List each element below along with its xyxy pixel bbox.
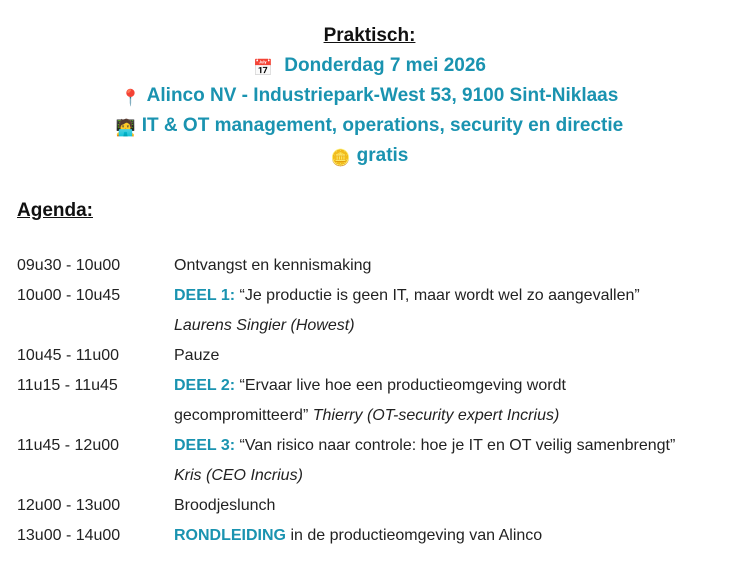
agenda-time: 11u45 - 12u00 — [17, 437, 120, 454]
location-text: Alinco NV - Industriepark-West 53, 9100 … — [146, 85, 619, 106]
agenda-desc: Ontvangst en kennismaking — [174, 257, 372, 274]
agenda-desc: Broodjeslunch — [174, 497, 276, 514]
coin-icon: 🪙 — [330, 150, 351, 167]
agenda-text: in de productieomgeving van Alinco — [286, 527, 543, 544]
agenda-time: 13u00 - 14u00 — [17, 527, 121, 544]
agenda-speaker: Kris (CEO Incrius) — [174, 467, 303, 484]
price-text: gratis — [356, 145, 409, 166]
agenda-time: 11u15 - 11u45 — [17, 377, 118, 394]
agenda-desc: Pauze — [174, 347, 220, 364]
agenda-text: “Je productie is geen IT, maar wordt wel… — [235, 287, 640, 304]
agenda-time: 10u45 - 11u00 — [17, 347, 120, 364]
agenda-desc: DEEL 2: “Ervaar live hoe een productieom… — [174, 371, 644, 431]
agenda-row: 12u00 - 13u00 Broodjeslunch — [17, 491, 734, 521]
agenda-label: DEEL 2: — [174, 377, 236, 394]
agenda-speaker: Laurens Singier (Howest) — [174, 317, 355, 334]
praktisch-section: Praktisch: 📅 Donderdag 7 mei 2026 📍 Alinc… — [0, 21, 739, 171]
audience-line: 🧑‍💻 IT & OT management, operations, secur… — [0, 111, 739, 141]
agenda-row: 11u45 - 12u00 DEEL 3: “Van risico naar c… — [17, 431, 734, 491]
location-line: 📍 Alinco NV - Industriepark-West 53, 9100… — [0, 81, 739, 111]
agenda-desc: DEEL 1: “Je productie is geen IT, maar w… — [174, 281, 734, 341]
praktisch-title: Praktisch: — [323, 25, 416, 46]
agenda-time: 10u00 - 10u45 — [17, 287, 121, 304]
agenda-label: DEEL 3: — [174, 437, 236, 454]
agenda-time: 12u00 - 13u00 — [17, 497, 121, 514]
agenda-row: 09u30 - 10u00 Ontvangst en kennismaking — [17, 251, 734, 281]
pin-icon: 📍 — [120, 90, 141, 107]
calendar-icon: 📅 — [253, 60, 273, 77]
date-line: 📅 Donderdag 7 mei 2026 — [0, 51, 739, 81]
person-laptop-icon: 🧑‍💻 — [115, 120, 136, 137]
agenda-time: 09u30 - 10u00 — [17, 257, 121, 274]
date-text: Donderdag 7 mei 2026 — [284, 55, 486, 76]
agenda-label: RONDLEIDING — [174, 527, 286, 544]
agenda-label: DEEL 1: — [174, 287, 236, 304]
agenda-row: 10u45 - 11u00 Pauze — [17, 341, 734, 371]
agenda-list: 09u30 - 10u00 Ontvangst en kennismaking … — [17, 251, 734, 551]
agenda-title: Agenda: — [17, 200, 93, 221]
agenda-row: 10u00 - 10u45 DEEL 1: “Je productie is g… — [17, 281, 734, 341]
agenda-row: 13u00 - 14u00 RONDLEIDING in de producti… — [17, 521, 734, 551]
agenda-desc: RONDLEIDING in de productieomgeving van … — [174, 521, 734, 551]
audience-text: IT & OT management, operations, security… — [141, 115, 624, 136]
agenda-text: “Van risico naar controle: hoe je IT en … — [235, 437, 676, 454]
price-line: 🪙 gratis — [0, 141, 739, 171]
agenda-row: 11u15 - 11u45 DEEL 2: “Ervaar live hoe e… — [17, 371, 734, 431]
agenda-desc: DEEL 3: “Van risico naar controle: hoe j… — [174, 431, 734, 491]
agenda-text: “Ervaar live hoe een productieomgeving w… — [174, 377, 566, 424]
agenda-speaker: Thierry (OT-security expert Incrius) — [312, 407, 560, 424]
